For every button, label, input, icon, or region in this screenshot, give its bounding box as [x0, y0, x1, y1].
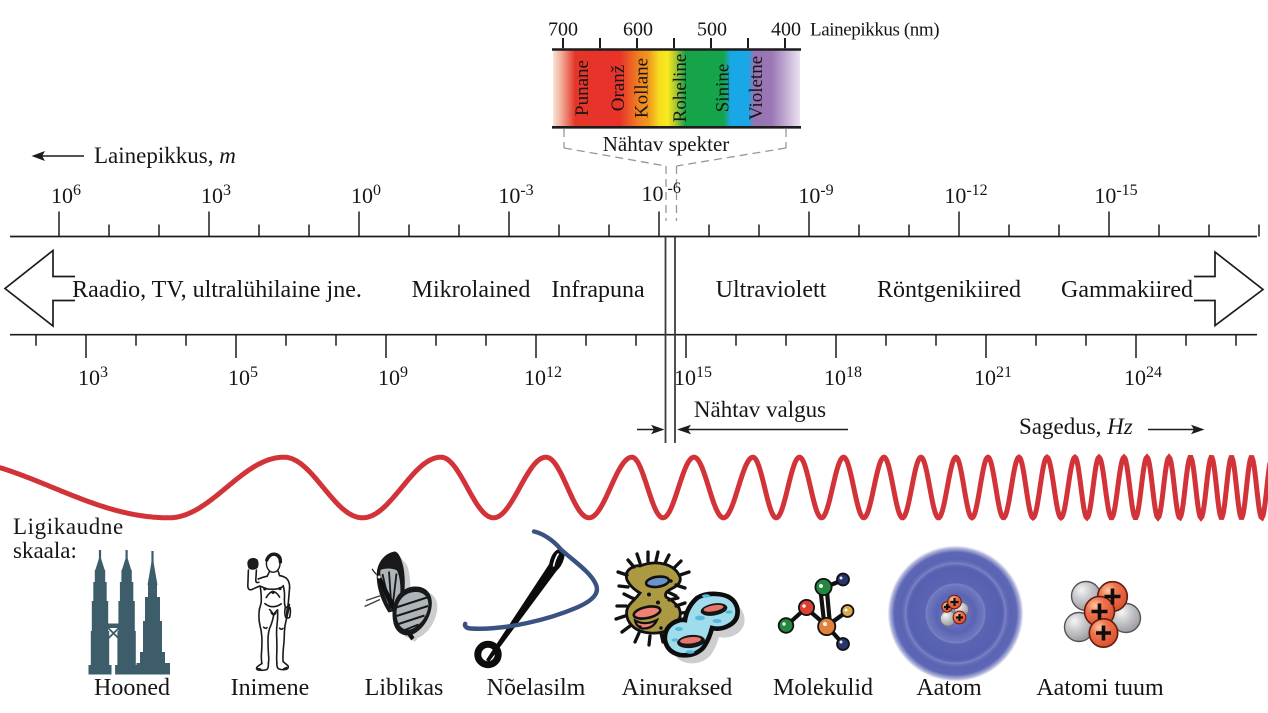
svg-text:Mikrolained: Mikrolained [412, 277, 531, 303]
svg-text:109: 109 [378, 364, 408, 390]
svg-text:Punane: Punane [572, 60, 593, 116]
svg-text:105: 105 [228, 364, 258, 390]
svg-text:600: 600 [623, 19, 653, 41]
svg-text:103: 103 [78, 364, 108, 390]
svg-text:Lainepikkus (nm): Lainepikkus (nm) [810, 20, 939, 41]
svg-text:1021: 1021 [974, 364, 1012, 390]
svg-text:1012: 1012 [524, 364, 562, 390]
svg-text:Sinine: Sinine [712, 64, 733, 113]
svg-text:Raadio, TV, ultralühilaine jne: Raadio, TV, ultralühilaine jne. [72, 277, 362, 303]
svg-text:Kollane: Kollane [631, 58, 652, 118]
svg-text:10-15: 10-15 [1094, 182, 1137, 208]
svg-text:1024: 1024 [1124, 364, 1162, 390]
svg-text:10-9: 10-9 [798, 182, 833, 208]
svg-text:10: 10 [642, 181, 664, 206]
svg-text:Oranž: Oranž [608, 65, 629, 111]
svg-text:Molekulid: Molekulid [773, 675, 873, 701]
svg-text:Sagedus, Hz: Sagedus, Hz [1019, 414, 1133, 439]
svg-text:Gammakiired: Gammakiired [1061, 277, 1193, 303]
svg-text:-6: -6 [668, 180, 681, 197]
svg-text:Hooned: Hooned [94, 675, 170, 701]
svg-text:100: 100 [351, 182, 381, 208]
svg-text:Roheline: Roheline [670, 54, 691, 123]
svg-text:Nähtav spekter: Nähtav spekter [603, 132, 730, 156]
svg-text:skaala:: skaala: [13, 538, 77, 563]
svg-text:Infrapuna: Infrapuna [551, 277, 645, 303]
svg-text:Liblikas: Liblikas [365, 675, 444, 701]
svg-text:Aatomi tuum: Aatomi tuum [1036, 675, 1164, 701]
svg-text:10-12: 10-12 [944, 182, 987, 208]
svg-text:Ainuraksed: Ainuraksed [622, 675, 733, 701]
svg-text:1015: 1015 [674, 364, 712, 390]
svg-text:103: 103 [201, 182, 231, 208]
svg-text:Ultraviolett: Ultraviolett [716, 277, 827, 303]
svg-text:Ligikaudne: Ligikaudne [13, 514, 124, 539]
svg-text:1018: 1018 [824, 364, 862, 390]
svg-text:106: 106 [51, 182, 81, 208]
svg-text:Lainepikkus, m: Lainepikkus, m [94, 143, 236, 168]
svg-text:700: 700 [548, 19, 578, 41]
svg-text:10-3: 10-3 [498, 182, 533, 208]
svg-text:Nõelasilm: Nõelasilm [487, 675, 586, 701]
svg-text:400: 400 [771, 19, 801, 41]
svg-text:Nähtav valgus: Nähtav valgus [694, 397, 826, 422]
svg-text:Inimene: Inimene [231, 675, 310, 701]
svg-text:Aatom: Aatom [916, 675, 982, 701]
svg-text:500: 500 [697, 19, 727, 41]
svg-text:Röntgenikiired: Röntgenikiired [877, 277, 1021, 303]
svg-text:Violetne: Violetne [746, 56, 767, 120]
